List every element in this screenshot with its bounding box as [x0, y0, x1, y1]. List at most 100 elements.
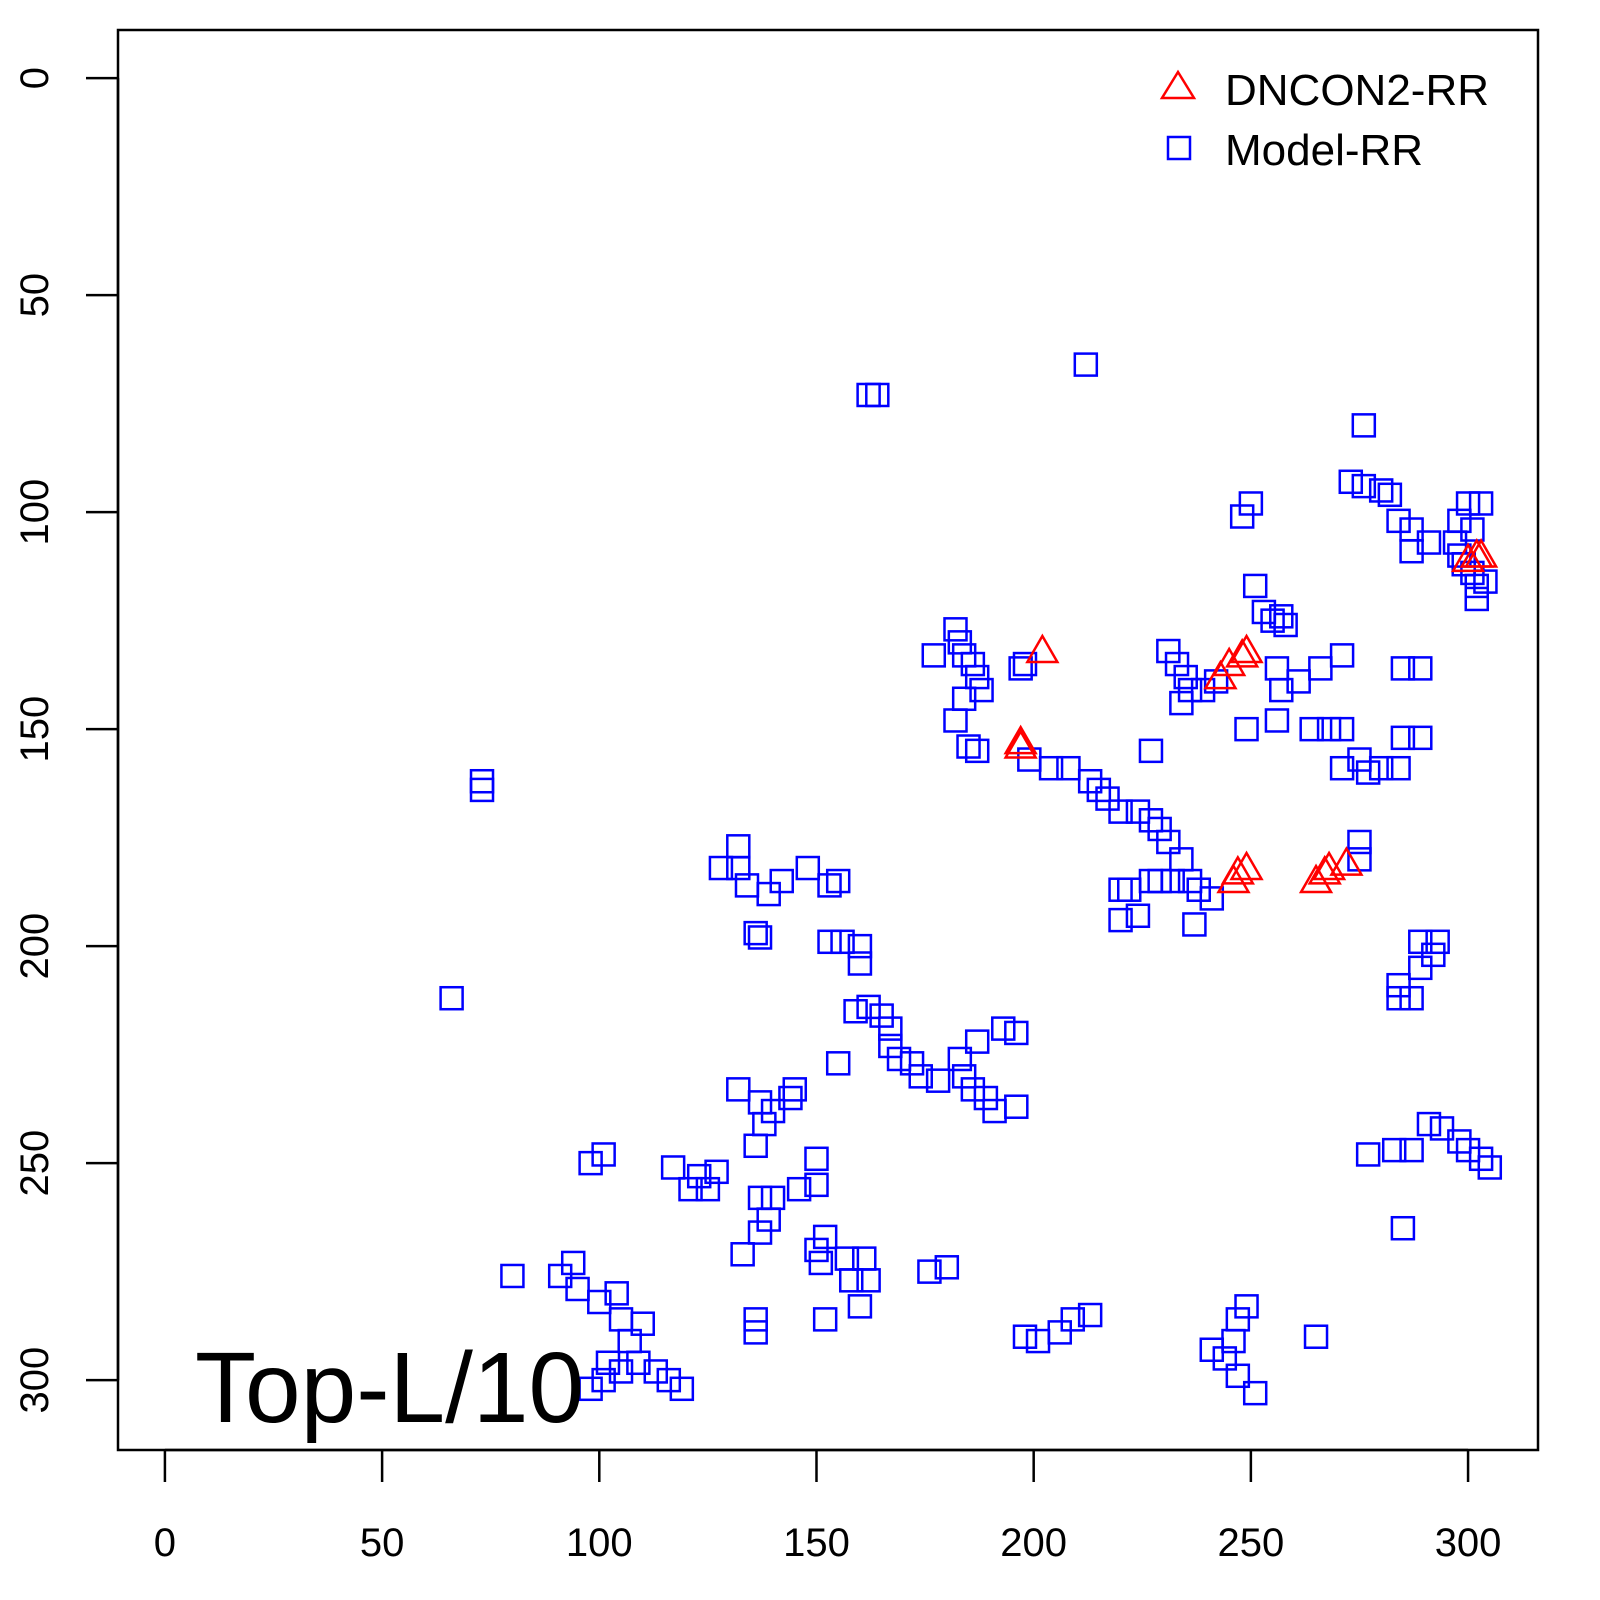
x-tick-label: 100 [566, 1521, 633, 1565]
model-rr-point [1164, 651, 1190, 677]
model-rr-point [1390, 725, 1416, 751]
model-rr-point [1464, 586, 1490, 612]
model-rr-point [856, 1268, 881, 1293]
model-rr-point [1156, 638, 1181, 664]
legend: DNCON2-RR Model-RR [1159, 66, 1489, 175]
model-rr-point [1355, 760, 1381, 785]
model-rr-point [1229, 504, 1255, 529]
model-rr-point [469, 777, 495, 803]
x-tick-label: 300 [1435, 1521, 1502, 1565]
model-rr-point [630, 1311, 655, 1336]
model-rr-point [1160, 868, 1185, 894]
model-rr-point [591, 1142, 616, 1167]
model-rr-point [1008, 656, 1033, 681]
model-rr-point [834, 1246, 860, 1271]
model-rr-point [704, 1159, 729, 1185]
model-rr-point [847, 951, 873, 976]
model-rr-point [1329, 716, 1355, 742]
model-rr-point [973, 1085, 999, 1111]
model-rr-point [830, 929, 855, 955]
model-rr-point [947, 1046, 973, 1072]
model-rr-point [1056, 755, 1081, 781]
model-rr-point [604, 1281, 629, 1306]
model-rr-point [1338, 469, 1364, 495]
model-rr-point [917, 1259, 942, 1284]
legend-label-model: Model-RR [1225, 126, 1423, 175]
model-rr-point [469, 768, 495, 794]
model-rr-point [1464, 573, 1490, 599]
model-rr-point [1004, 1020, 1029, 1046]
model-rr-point [1225, 1363, 1251, 1389]
model-rr-point [1416, 530, 1442, 555]
x-tick-label: 200 [1000, 1521, 1067, 1565]
model-rr-point [726, 1077, 751, 1102]
model-rr-point [1095, 786, 1120, 811]
model-rr-point [643, 1359, 669, 1384]
y-tick-label: 300 [13, 1347, 57, 1414]
model-rr-point [838, 1268, 864, 1293]
model-rr-point [1455, 491, 1481, 516]
model-rr-point [1269, 604, 1294, 629]
model-rr-point [752, 1111, 777, 1137]
model-rr-point [726, 855, 751, 881]
model-rr-point [1273, 612, 1298, 638]
dncon2-rr-point [1225, 637, 1260, 668]
dncon2-rr-point [1329, 846, 1364, 876]
model-rr-point [1108, 877, 1133, 902]
model-rr-point [678, 1176, 703, 1202]
model-rr-point [951, 686, 977, 712]
model-rr-point [1386, 985, 1411, 1011]
model-rr-point [1347, 747, 1372, 772]
model-rr-point [817, 929, 842, 955]
model-rr-point [964, 1029, 990, 1054]
model-rr-point [1212, 1346, 1238, 1371]
model-rr-point [969, 677, 994, 703]
model-rr-point [756, 1207, 781, 1232]
model-rr-point [1173, 664, 1198, 690]
model-rr-point [943, 617, 968, 642]
model-rr-point [1386, 508, 1411, 534]
model-rr-point [1125, 903, 1151, 929]
model-rr-point [1286, 669, 1311, 694]
model-rr-point [1477, 1155, 1503, 1180]
model-rr-point [1264, 708, 1290, 733]
model-rr-point [1234, 716, 1259, 742]
model-rr-point [934, 1255, 960, 1280]
model-rr-point [1108, 907, 1133, 933]
model-rr-point [1351, 473, 1377, 499]
model-rr-point [947, 630, 973, 655]
model-rr-point [595, 1350, 621, 1376]
model-rr-point [964, 738, 990, 764]
model-rr-point [1386, 972, 1411, 998]
model-rr-point [1347, 829, 1372, 855]
model-rr-point [1017, 747, 1042, 772]
model-rr-point [730, 1242, 755, 1267]
x-tick-label: 50 [360, 1521, 405, 1565]
model-rr-point [1038, 755, 1064, 781]
data-marks [439, 352, 1503, 1406]
model-rr-point [1303, 1324, 1329, 1349]
model-rr-point [1390, 656, 1416, 681]
dncon2-rr-point [1450, 542, 1486, 573]
model-rr-point [1399, 985, 1424, 1011]
model-rr-point [1169, 690, 1194, 716]
model-rr-point [1147, 868, 1172, 894]
legend-marker-dncon2 [1159, 69, 1197, 100]
model-rr-point [587, 1289, 612, 1315]
model-rr-point [1260, 608, 1285, 633]
model-rr-point [1004, 1094, 1029, 1119]
annotation-label: Top-L/10 [195, 1332, 584, 1444]
model-rr-point [925, 1068, 951, 1093]
model-rr-point [560, 1250, 586, 1276]
model-rr-point [1460, 560, 1485, 586]
model-rr-point [778, 1085, 803, 1111]
model-rr-point [1116, 877, 1142, 902]
model-rr-point [1399, 1137, 1424, 1163]
y-axis: 0 50 100 150 200 250 300 [13, 67, 120, 1414]
model-rr-point [1447, 543, 1472, 568]
dncon2-rr-point [1003, 724, 1038, 755]
model-rr-point [1156, 829, 1181, 855]
model-rr-point [1073, 352, 1099, 377]
model-rr-point [1316, 716, 1342, 742]
model-rr-point [804, 1237, 829, 1263]
